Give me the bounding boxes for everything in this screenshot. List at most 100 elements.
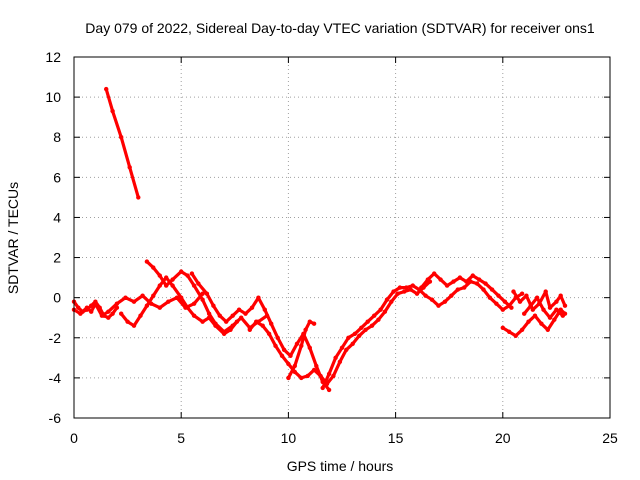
- chart-title: Day 079 of 2022, Sidereal Day-to-day VTE…: [85, 20, 595, 36]
- data-point: [534, 295, 540, 300]
- data-point: [185, 305, 190, 310]
- data-point: [279, 353, 285, 358]
- data-point: [131, 323, 137, 328]
- data-point: [477, 277, 482, 282]
- satellite-track-12: [511, 290, 567, 312]
- data-point: [423, 293, 428, 298]
- y-tick-label: 2: [53, 250, 61, 266]
- data-point: [513, 333, 518, 338]
- data-point: [166, 299, 171, 304]
- y-tick-label: -4: [49, 370, 62, 386]
- data-point: [436, 303, 441, 308]
- data-point: [164, 275, 169, 280]
- data-point: [174, 295, 180, 300]
- data-point: [487, 295, 493, 300]
- data-point: [524, 293, 529, 298]
- data-point: [170, 283, 175, 288]
- data-point: [151, 293, 156, 298]
- data-point: [125, 319, 130, 324]
- data-point: [528, 303, 533, 308]
- y-tick-label: -2: [49, 330, 62, 346]
- data-point: [474, 281, 480, 286]
- data-point: [307, 319, 312, 324]
- data-point: [532, 313, 538, 318]
- data-point: [269, 321, 274, 326]
- y-tick-label: 8: [53, 129, 61, 145]
- data-point: [204, 291, 210, 296]
- data-point: [164, 283, 169, 288]
- y-tick-label: 10: [45, 89, 61, 105]
- data-point: [217, 313, 222, 318]
- data-point: [425, 277, 430, 282]
- data-point: [318, 373, 323, 379]
- data-point: [286, 375, 291, 381]
- data-point: [131, 299, 137, 304]
- x-tick-label: 5: [177, 430, 185, 446]
- satellite-track-11: [501, 308, 567, 338]
- data-point: [539, 321, 544, 326]
- data-point: [507, 329, 512, 334]
- data-point: [464, 279, 469, 284]
- data-point: [213, 321, 218, 326]
- data-point: [230, 313, 235, 318]
- data-point: [558, 293, 563, 298]
- data-point: [305, 373, 310, 379]
- data-point: [344, 347, 349, 352]
- data-point: [562, 303, 568, 308]
- data-point: [350, 341, 355, 346]
- data-point: [119, 135, 124, 140]
- x-tick-label: 25: [602, 430, 618, 446]
- data-point: [442, 299, 448, 304]
- data-point: [247, 327, 252, 332]
- data-point: [502, 299, 508, 304]
- plot-frame: [73, 56, 611, 419]
- data-point: [496, 293, 501, 298]
- satellite-track-6: [190, 272, 331, 392]
- data-point: [519, 327, 525, 332]
- data-point: [191, 301, 197, 306]
- data-point: [455, 287, 460, 292]
- data-point: [299, 343, 304, 348]
- data-point: [346, 335, 351, 340]
- data-point: [106, 309, 111, 314]
- data-point: [138, 313, 143, 318]
- data-point: [254, 319, 259, 324]
- grid: [74, 57, 610, 418]
- y-tick-label: -6: [49, 410, 62, 426]
- data-point: [363, 327, 368, 332]
- data-point: [530, 307, 535, 312]
- data-point: [419, 285, 424, 290]
- data-point: [311, 321, 317, 326]
- data-point: [127, 165, 132, 170]
- data-point: [314, 363, 319, 369]
- data-point: [200, 319, 205, 324]
- data-point: [462, 285, 467, 290]
- data-point: [500, 307, 505, 312]
- data-point: [320, 385, 325, 391]
- data-point: [552, 317, 557, 322]
- data-point: [331, 373, 336, 379]
- data-point: [457, 275, 463, 280]
- data-point: [275, 335, 280, 340]
- data-point: [511, 289, 516, 294]
- data-point: [522, 311, 527, 316]
- data-point: [395, 291, 400, 296]
- data-point: [519, 291, 525, 296]
- data-point: [352, 331, 358, 336]
- data-point: [382, 309, 388, 314]
- data-point: [307, 345, 312, 350]
- y-tick-label: 4: [53, 209, 61, 225]
- data-point: [543, 289, 548, 294]
- data-point: [288, 353, 293, 358]
- data-point: [196, 281, 201, 286]
- data-point: [144, 303, 150, 308]
- data-point: [526, 319, 531, 324]
- data-point: [489, 287, 495, 292]
- data-point: [500, 325, 505, 330]
- data-point: [294, 341, 300, 346]
- data-point: [509, 305, 514, 310]
- data-point: [78, 311, 83, 316]
- data-point: [365, 319, 370, 324]
- y-tick-label: 6: [53, 169, 61, 185]
